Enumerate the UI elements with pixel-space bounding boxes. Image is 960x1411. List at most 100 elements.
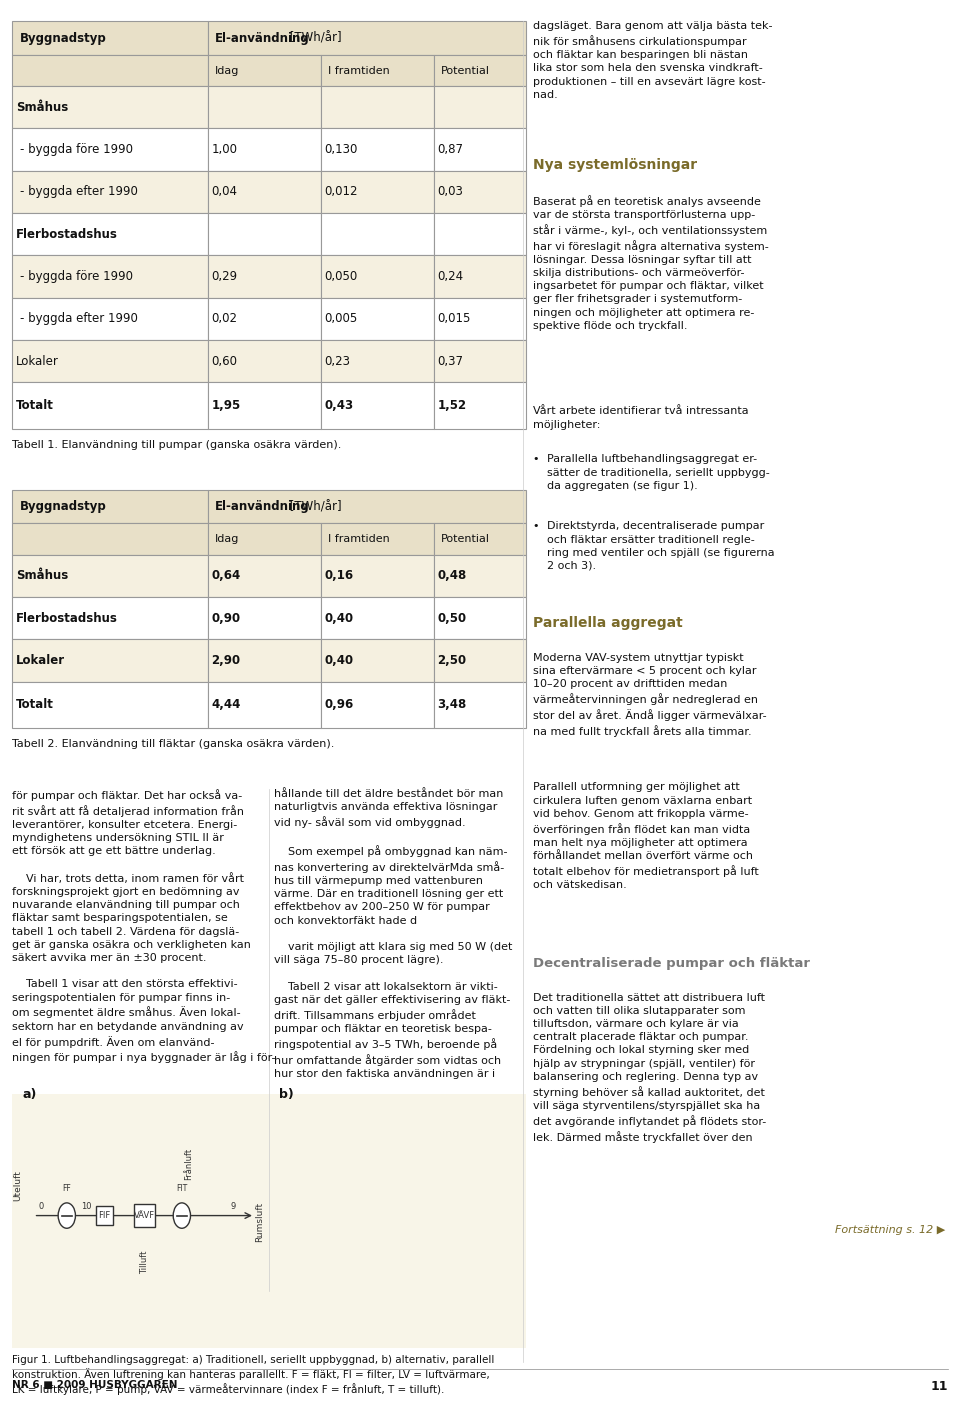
- Bar: [321, 382, 434, 429]
- Text: FIT: FIT: [177, 1184, 187, 1192]
- Text: Figur 1. Luftbehandlingsaggregat: a) Traditionell, seriellt uppbyggnad, b) alter: Figur 1. Luftbehandlingsaggregat: a) Tra…: [12, 1355, 494, 1395]
- Bar: [207, 639, 321, 682]
- Text: Småhus: Småhus: [16, 100, 68, 114]
- Text: Direktstyrda, decentraliserade pumpar
och fläktar ersätter traditionell regle-
r: Direktstyrda, decentraliserade pumpar oc…: [547, 521, 775, 571]
- Bar: [321, 298, 434, 340]
- Text: 0,130: 0,130: [324, 143, 358, 157]
- Bar: [434, 682, 526, 728]
- Text: VÄVF: VÄVF: [133, 1211, 155, 1221]
- Bar: [207, 55, 321, 86]
- Text: I framtiden: I framtiden: [328, 65, 390, 76]
- Bar: [207, 555, 321, 597]
- Text: FF: FF: [62, 1184, 71, 1192]
- Bar: [207, 255, 321, 298]
- Text: Småhus: Småhus: [16, 569, 68, 583]
- Text: Flerbostadshus: Flerbostadshus: [16, 611, 118, 625]
- Text: [TWh/år]: [TWh/år]: [286, 31, 342, 45]
- Text: [TWh/år]: [TWh/år]: [286, 499, 342, 514]
- Text: Lokaler: Lokaler: [16, 354, 60, 368]
- Bar: [207, 682, 321, 728]
- Bar: [321, 682, 434, 728]
- Text: 0,43: 0,43: [324, 399, 353, 412]
- Text: 0,60: 0,60: [211, 354, 237, 368]
- Bar: [12, 298, 207, 340]
- Text: a): a): [22, 1088, 36, 1101]
- Text: Baserat på en teoretisk analys avseende
var de största transportförlusterna upp-: Baserat på en teoretisk analys avseende …: [533, 195, 769, 330]
- Text: Totalt: Totalt: [16, 698, 54, 711]
- Bar: [12, 340, 207, 382]
- Bar: [207, 171, 321, 213]
- Bar: [434, 86, 526, 128]
- Text: Parallella aggregat: Parallella aggregat: [533, 615, 683, 629]
- Text: 0,40: 0,40: [324, 653, 353, 667]
- Text: Decentraliserade pumpar och fläktar: Decentraliserade pumpar och fläktar: [533, 958, 810, 971]
- Bar: [434, 639, 526, 682]
- Bar: [207, 86, 321, 128]
- Text: 2,90: 2,90: [211, 653, 241, 667]
- Text: 0,02: 0,02: [211, 312, 237, 326]
- Text: 0,29: 0,29: [211, 270, 238, 284]
- Text: 0,050: 0,050: [324, 270, 358, 284]
- Text: Moderna VAV-system utnyttjar typiskt
sina eftervärmare < 5 procent och kylar
10–: Moderna VAV-system utnyttjar typiskt sin…: [533, 652, 766, 737]
- Bar: [321, 128, 434, 171]
- Bar: [133, 1204, 155, 1226]
- Text: 0,012: 0,012: [324, 185, 358, 199]
- Text: •: •: [533, 521, 540, 532]
- Text: Flerbostadshus: Flerbostadshus: [16, 227, 118, 241]
- Bar: [207, 213, 321, 255]
- Bar: [321, 86, 434, 128]
- Circle shape: [59, 1202, 76, 1228]
- Text: 0,16: 0,16: [324, 569, 353, 583]
- Text: 0,96: 0,96: [324, 698, 353, 711]
- Text: 0,015: 0,015: [438, 312, 470, 326]
- Bar: [321, 55, 434, 86]
- Text: Byggnadstyp: Byggnadstyp: [20, 31, 107, 45]
- Bar: [12, 171, 207, 213]
- Bar: [321, 255, 434, 298]
- Text: I framtiden: I framtiden: [328, 533, 390, 545]
- Text: Fortsättning s. 12 ▶: Fortsättning s. 12 ▶: [835, 1225, 946, 1235]
- Text: 0,37: 0,37: [438, 354, 464, 368]
- Bar: [434, 255, 526, 298]
- Text: Vårt arbete identifierar två intressanta
möjligheter:: Vårt arbete identifierar två intressanta…: [533, 406, 749, 429]
- Bar: [207, 340, 321, 382]
- Text: 1,95: 1,95: [211, 399, 241, 412]
- Text: 0,90: 0,90: [211, 611, 241, 625]
- Text: 0,40: 0,40: [324, 611, 353, 625]
- Bar: [12, 523, 207, 555]
- Bar: [12, 86, 207, 128]
- Text: 0,87: 0,87: [438, 143, 464, 157]
- Text: - byggda efter 1990: - byggda efter 1990: [20, 185, 138, 199]
- Text: 4,44: 4,44: [211, 698, 241, 711]
- Bar: [321, 555, 434, 597]
- Bar: [12, 682, 207, 728]
- Bar: [207, 298, 321, 340]
- Bar: [434, 55, 526, 86]
- Text: för pumpar och fläktar. Det har också va-
rit svårt att få detaljerad informatio: för pumpar och fläktar. Det har också va…: [12, 789, 276, 1064]
- Bar: [321, 597, 434, 639]
- Bar: [12, 555, 207, 597]
- Bar: [434, 555, 526, 597]
- Text: - byggda efter 1990: - byggda efter 1990: [20, 312, 138, 326]
- Text: Frånluft: Frånluft: [184, 1149, 193, 1180]
- Bar: [12, 21, 207, 55]
- Text: hållande till det äldre beståndet bör man
naturligtvis använda effektiva lösning: hållande till det äldre beståndet bör ma…: [275, 789, 513, 1079]
- Text: 0,48: 0,48: [438, 569, 467, 583]
- Text: b): b): [279, 1088, 294, 1101]
- Text: Idag: Idag: [215, 65, 240, 76]
- Text: 0,24: 0,24: [438, 270, 464, 284]
- Text: Tilluft: Tilluft: [140, 1250, 149, 1274]
- Text: dagsläget. Bara genom att välja bästa tek-
nik för småhusens cirkulationspumpar
: dagsläget. Bara genom att välja bästa te…: [533, 21, 772, 100]
- Bar: [434, 128, 526, 171]
- Bar: [321, 213, 434, 255]
- Bar: [12, 639, 207, 682]
- Text: Potential: Potential: [442, 65, 491, 76]
- Text: 0,005: 0,005: [324, 312, 358, 326]
- Bar: [321, 639, 434, 682]
- Text: Uteluft: Uteluft: [12, 1171, 22, 1201]
- Text: 10: 10: [82, 1202, 92, 1211]
- Text: Byggnadstyp: Byggnadstyp: [20, 499, 107, 514]
- Text: Parallella luftbehandlingsaggregat er-
sätter de traditionella, seriellt uppbygg: Parallella luftbehandlingsaggregat er- s…: [547, 454, 770, 491]
- Text: - byggda före 1990: - byggda före 1990: [20, 143, 133, 157]
- Text: 0,03: 0,03: [438, 185, 464, 199]
